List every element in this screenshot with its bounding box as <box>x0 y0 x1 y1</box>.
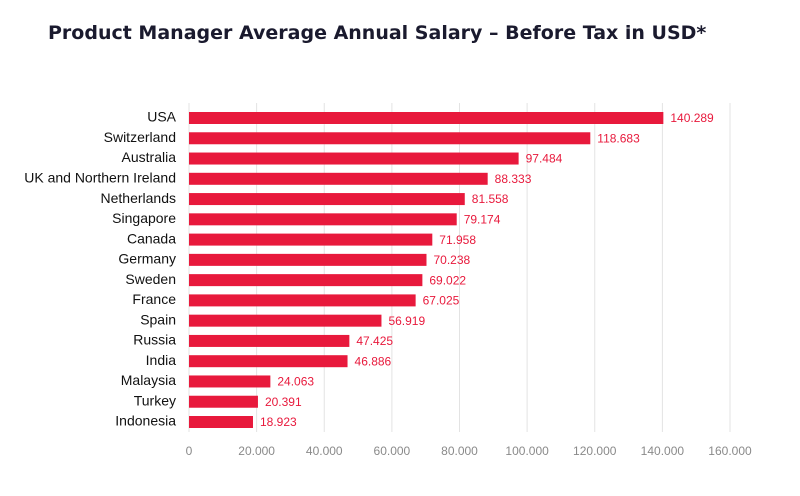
bar <box>189 395 258 408</box>
category-label: USA <box>147 109 176 125</box>
x-tick-label: 20.000 <box>238 444 275 458</box>
value-label: 46.886 <box>355 354 392 368</box>
bar <box>189 375 271 388</box>
category-label: Indonesia <box>115 413 176 429</box>
bar <box>189 172 488 185</box>
category-label: Netherlands <box>101 190 177 206</box>
x-tick-label: 120.000 <box>573 444 617 458</box>
x-tick-label: 80.000 <box>441 444 478 458</box>
category-label: Russia <box>133 332 176 348</box>
bar <box>189 416 253 428</box>
bar <box>189 213 457 226</box>
category-label: France <box>132 291 176 307</box>
category-label: Sweden <box>125 271 176 287</box>
value-label: 118.683 <box>597 131 640 145</box>
bar <box>189 233 433 246</box>
value-label: 71.958 <box>439 233 476 247</box>
grid-lines <box>188 103 731 432</box>
bar <box>189 355 348 368</box>
bar <box>189 274 423 287</box>
bars <box>189 112 664 428</box>
category-label: Malaysia <box>121 372 176 388</box>
category-label: Australia <box>122 149 177 165</box>
bar <box>189 112 664 124</box>
bar <box>189 132 591 145</box>
x-tick-label: 40.000 <box>306 444 343 458</box>
value-label: 24.063 <box>277 375 314 389</box>
value-label: 81.558 <box>472 192 509 206</box>
x-axis-ticks: 0 20.000 40.000 60.000 80.000 100.000 120.000 1… <box>186 444 752 458</box>
value-label: 69.022 <box>429 273 466 287</box>
value-label: 79.174 <box>464 213 501 227</box>
bar <box>189 193 465 206</box>
x-tick-label: 100.000 <box>505 444 549 458</box>
category-label: Singapore <box>112 210 176 226</box>
category-label: Canada <box>127 230 176 246</box>
value-label: 20.391 <box>265 395 302 409</box>
value-labels: 140.289 118.683 97.484 88.333 81.558 79.174 71… <box>260 111 714 429</box>
bar <box>189 294 416 307</box>
value-label: 47.425 <box>356 334 393 348</box>
x-tick-label: 60.000 <box>374 444 411 458</box>
category-label: Switzerland <box>104 129 176 145</box>
value-label: 56.919 <box>388 314 425 328</box>
value-label: 18.923 <box>260 415 297 429</box>
bar <box>189 152 519 165</box>
value-label: 88.333 <box>495 172 532 186</box>
bar <box>189 314 382 327</box>
bar <box>189 334 350 347</box>
value-label: 140.289 <box>670 111 714 125</box>
x-tick-label: 0 <box>186 444 193 458</box>
category-labels: USA Switzerland Australia UK and Northern I… <box>24 109 176 429</box>
bar <box>189 253 427 266</box>
x-tick-label: 160.000 <box>708 444 752 458</box>
category-label: Spain <box>140 311 176 327</box>
value-label: 67.025 <box>423 294 460 308</box>
value-label: 70.238 <box>433 253 470 267</box>
value-label: 97.484 <box>526 152 563 166</box>
x-tick-label: 140.000 <box>641 444 685 458</box>
category-label: UK and Northern Ireland <box>24 170 176 186</box>
category-label: India <box>146 352 177 368</box>
category-label: Germany <box>118 251 176 267</box>
chart-title: Product Manager Average Annual Salary – … <box>48 22 707 44</box>
category-label: Turkey <box>134 392 176 408</box>
